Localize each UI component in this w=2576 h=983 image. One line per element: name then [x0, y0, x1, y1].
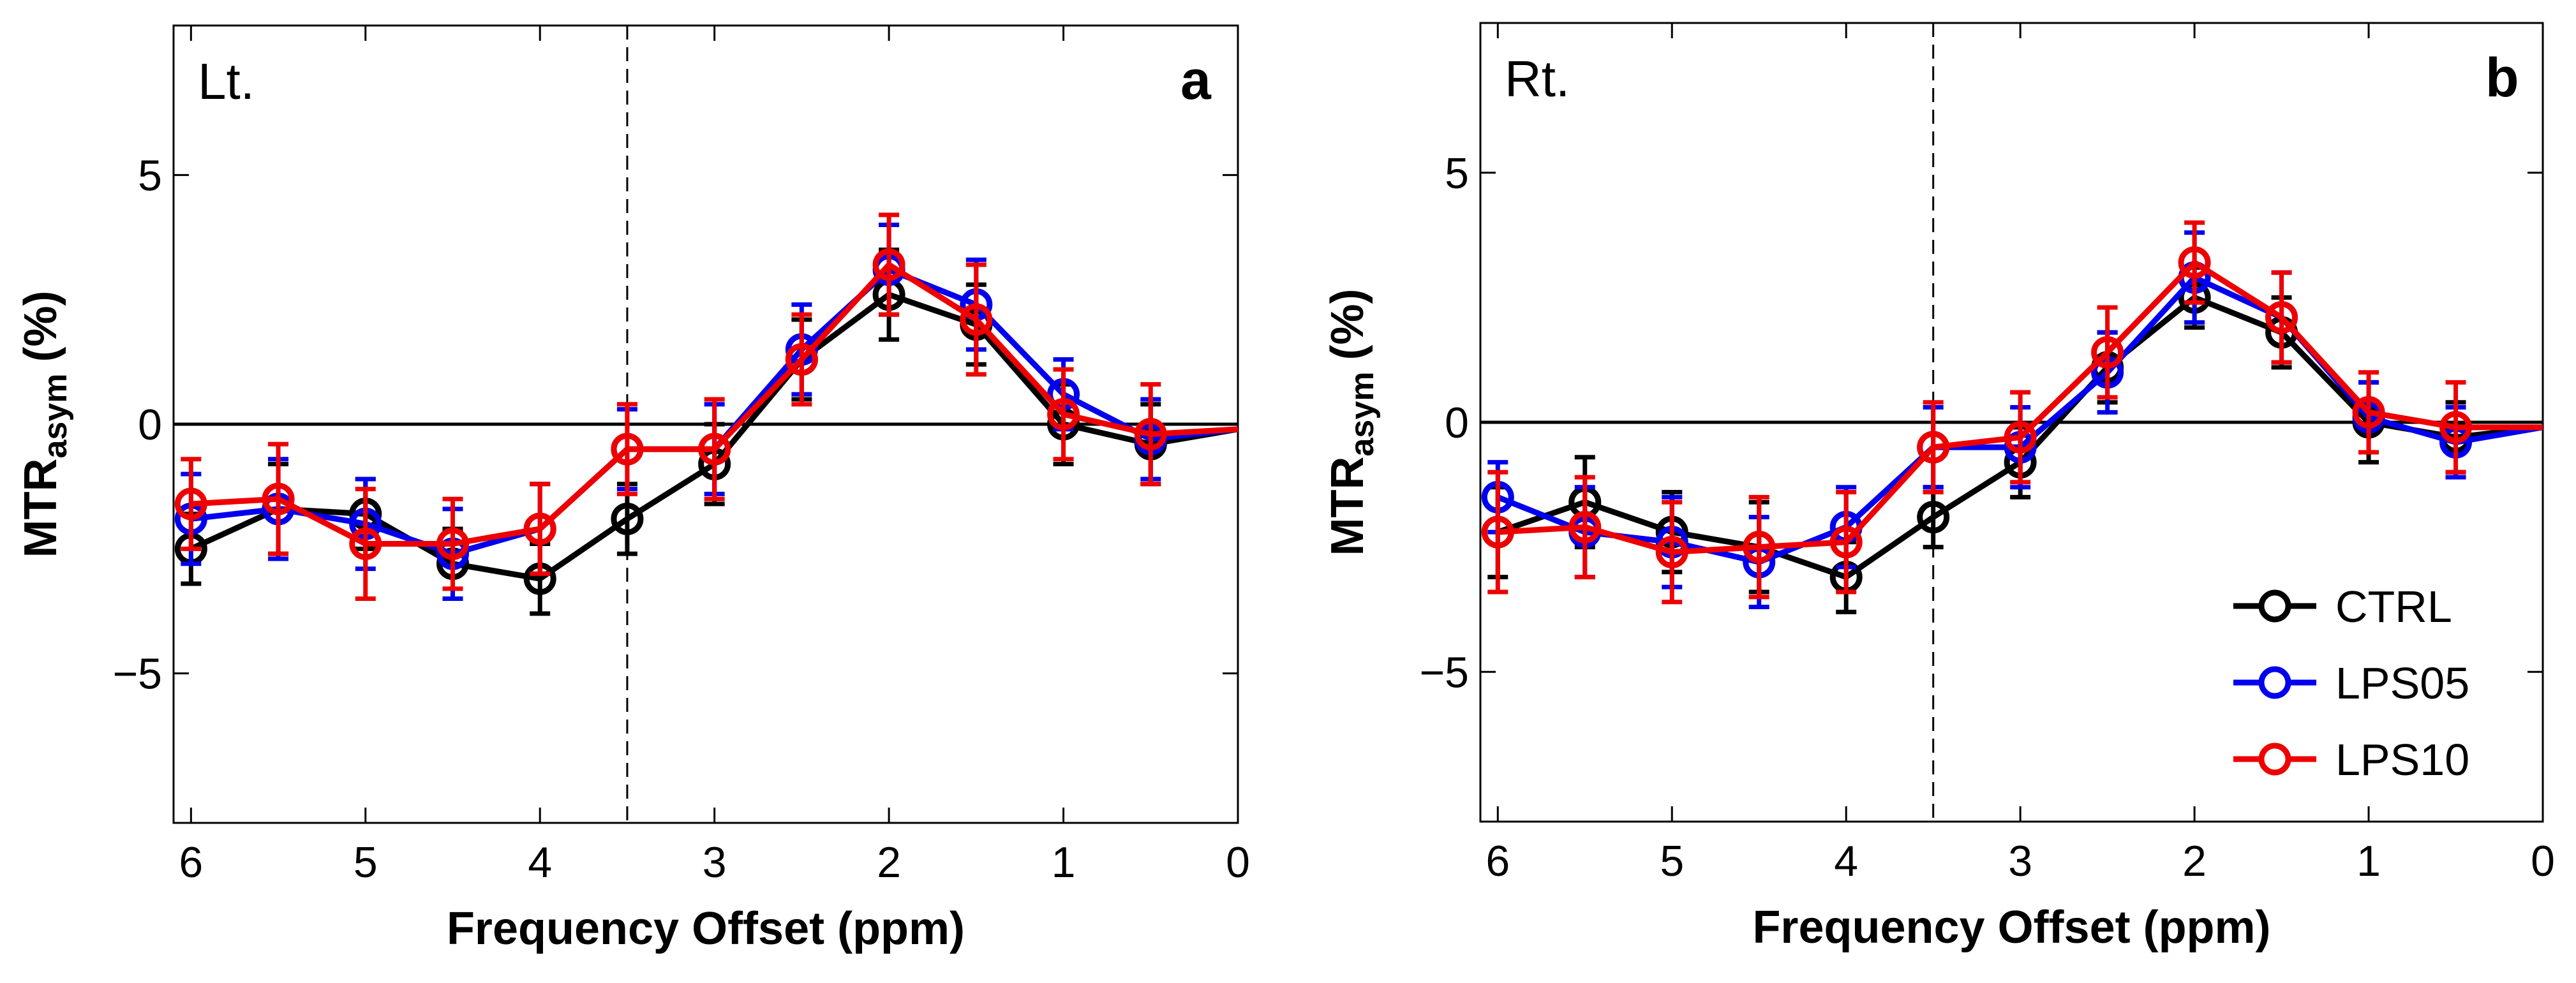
- x-tick-label: 4: [1834, 837, 1858, 885]
- data-point: [611, 502, 644, 535]
- series-ctrl: [174, 248, 1239, 616]
- y-axis-title: MTRasym(%): [1322, 289, 1381, 556]
- x-tick-label: 6: [1485, 837, 1510, 885]
- x-tick-label: 0: [2531, 837, 2555, 885]
- x-tick-label: 3: [2008, 837, 2032, 885]
- y-tick-label: 5: [138, 151, 162, 200]
- data-point: [436, 528, 470, 560]
- series-lps10: [1481, 220, 2543, 605]
- x-tick-label: 5: [354, 838, 378, 887]
- data-point: [1743, 531, 1776, 564]
- data-point: [2439, 411, 2473, 444]
- data-point: [872, 248, 905, 281]
- x-axis-title: Frequency Offset (ppm): [1752, 902, 2270, 953]
- x-tick-label: 0: [1226, 838, 1250, 887]
- data-point: [1568, 510, 1602, 543]
- data-point: [1917, 431, 1950, 464]
- y-tick-label: 0: [138, 401, 162, 449]
- data-point: [1655, 535, 1688, 568]
- legend-label: CTRL: [2335, 582, 2452, 632]
- x-tick-label: 4: [528, 838, 552, 887]
- y-tick-label: −5: [112, 650, 162, 698]
- panel-tag: Lt.: [198, 53, 255, 110]
- series-lps10: [174, 212, 1239, 601]
- panel-letter: b: [2485, 47, 2519, 108]
- data-point: [2178, 246, 2211, 279]
- legend-label: LPS10: [2335, 735, 2469, 785]
- legend-label: LPS05: [2335, 658, 2469, 708]
- data-point: [1047, 397, 1080, 431]
- data-point: [1917, 501, 1950, 534]
- legend-entry-ctrl: CTRL: [2233, 582, 2452, 632]
- x-axis-title: Frequency Offset (ppm): [447, 903, 965, 954]
- legend-swatch-marker: [2258, 589, 2291, 623]
- y-axis-title: MTRasym(%): [15, 291, 74, 558]
- legend-swatch-marker: [2258, 666, 2291, 699]
- series-lps05: [1481, 230, 2543, 610]
- data-point: [2265, 301, 2298, 334]
- data-point: [785, 343, 818, 376]
- x-tick-label: 1: [2356, 837, 2381, 885]
- data-point: [2004, 420, 2037, 454]
- data-point: [1134, 418, 1167, 451]
- y-tick-label: −5: [1419, 648, 1469, 697]
- x-tick-label: 1: [1052, 838, 1076, 887]
- data-point: [1481, 515, 1514, 549]
- data-point: [523, 512, 556, 545]
- data-point: [174, 487, 207, 521]
- x-tick-label: 5: [1660, 837, 1684, 885]
- data-point: [2352, 395, 2385, 429]
- legend-entry-lps10: LPS10: [2233, 735, 2469, 785]
- x-tick-label: 3: [703, 838, 727, 887]
- data-point: [349, 528, 382, 560]
- panel-letter: a: [1180, 50, 1212, 111]
- legend-swatch-marker: [2258, 743, 2291, 776]
- y-tick-label: 5: [1445, 149, 1469, 198]
- x-tick-label: 2: [2182, 837, 2207, 885]
- y-tick-label: 0: [1445, 399, 1469, 447]
- x-tick-label: 2: [877, 838, 901, 887]
- data-point: [1829, 526, 1863, 559]
- data-point: [698, 432, 731, 466]
- data-point: [960, 303, 993, 336]
- x-tick-label: 6: [179, 838, 203, 887]
- data-point: [262, 482, 295, 515]
- legend-entry-lps05: LPS05: [2233, 658, 2469, 708]
- data-point: [2091, 336, 2124, 369]
- data-point: [611, 432, 644, 466]
- legend: CTRL LPS05 LPS10: [2233, 582, 2469, 785]
- panel-tag: Rt.: [1505, 50, 1570, 107]
